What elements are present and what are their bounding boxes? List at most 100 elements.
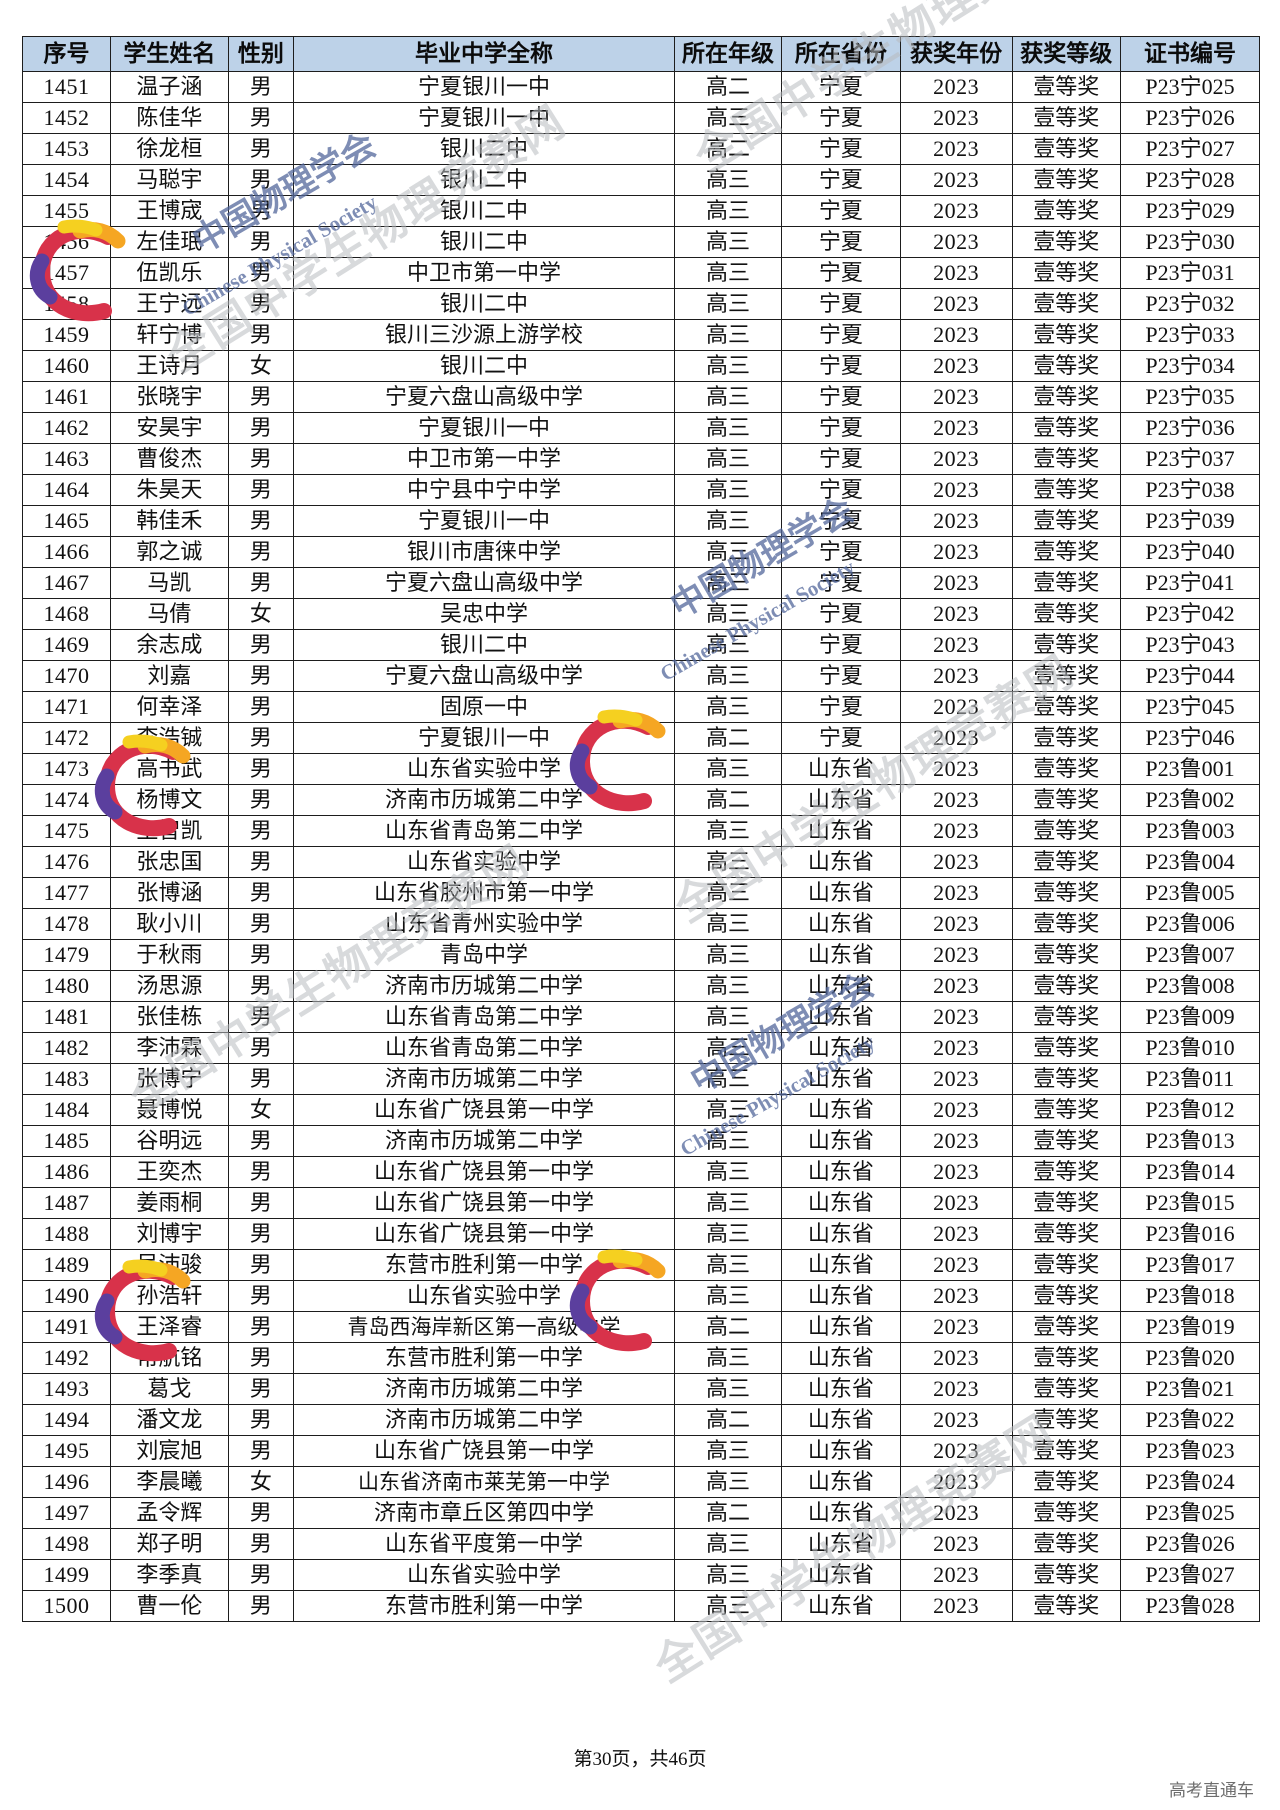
cell-grade: 高三	[673, 505, 783, 537]
cell-sequence: 1451	[21, 71, 112, 103]
cell-certificate: P23鲁028	[1119, 1590, 1261, 1622]
cell-student-name: 马倩	[110, 598, 229, 630]
table-row: 1453 徐龙桓男银川二中 高二 宁夏 2023 壹等奖 P23宁027	[21, 133, 1261, 165]
cell-gender: 男	[227, 412, 295, 444]
cell-award-level: 壹等奖	[1011, 722, 1121, 754]
cell-gender: 男	[227, 257, 295, 289]
cell-grade: 高三	[673, 536, 783, 568]
cell-grade: 高三	[673, 381, 783, 413]
cell-award-level: 壹等奖	[1011, 598, 1121, 630]
cell-sequence: 1452	[21, 102, 112, 134]
table-row: 1498 郑子明男山东省平度第一中学 高三 山东省 2023 壹等奖 P23鲁026	[21, 1528, 1261, 1560]
cell-sequence: 1461	[21, 381, 112, 413]
cell-grade: 高三	[673, 753, 783, 785]
table-body: 1451 温子涵男宁夏银川一中 高二 宁夏 2023 壹等奖 P23宁025 1452 陈佳华男…	[21, 71, 1261, 1622]
cell-grade: 高三	[673, 1032, 783, 1064]
table-row: 1470 刘嘉男宁夏六盘山高级中学 高三 宁夏 2023 壹等奖 P23宁044	[21, 660, 1261, 692]
cell-award-year: 2023	[899, 381, 1013, 413]
cell-award-year: 2023	[899, 1435, 1013, 1467]
cell-award-level: 壹等奖	[1011, 1559, 1121, 1591]
cell-certificate: P23鲁004	[1119, 846, 1261, 878]
cell-certificate: P23鲁002	[1119, 784, 1261, 816]
cell-school: 银川二中	[293, 629, 675, 661]
cell-student-name: 郑子明	[110, 1528, 229, 1560]
cell-sequence: 1460	[21, 350, 112, 382]
cell-grade: 高三	[673, 567, 783, 599]
cell-sequence: 1475	[21, 815, 112, 847]
cell-award-year: 2023	[899, 753, 1013, 785]
cell-student-name: 李浩铖	[110, 722, 229, 754]
table-row: 1486 王奕杰男山东省广饶县第一中学 高三 山东省 2023 壹等奖 P23鲁014	[21, 1156, 1261, 1188]
cell-student-name: 葛戈	[110, 1373, 229, 1405]
cell-student-name: 朱昊天	[110, 474, 229, 506]
cell-award-level: 壹等奖	[1011, 1218, 1121, 1250]
cell-province: 山东省	[781, 1032, 901, 1064]
cell-grade: 高三	[673, 1094, 783, 1126]
table-row: 1455 王博宬男银川二中 高三 宁夏 2023 壹等奖 P23宁029	[21, 195, 1261, 227]
cell-certificate: P23宁039	[1119, 505, 1261, 537]
cell-school: 山东省广饶县第一中学	[293, 1218, 675, 1250]
cell-province: 山东省	[781, 1125, 901, 1157]
cell-province: 山东省	[781, 1373, 901, 1405]
cell-gender: 男	[227, 753, 295, 785]
cell-award-year: 2023	[899, 288, 1013, 320]
cell-certificate: P23宁036	[1119, 412, 1261, 444]
cell-school: 中卫市第一中学	[293, 257, 675, 289]
cell-award-year: 2023	[899, 722, 1013, 754]
cell-grade: 高三	[673, 629, 783, 661]
cell-grade: 高三	[673, 1249, 783, 1281]
cell-province: 宁夏	[781, 412, 901, 444]
cell-sequence: 1474	[21, 784, 112, 816]
cell-gender: 女	[227, 598, 295, 630]
cell-gender: 男	[227, 1249, 295, 1281]
cell-school: 济南市历城第二中学	[293, 784, 675, 816]
cell-gender: 男	[227, 660, 295, 692]
cell-student-name: 姜雨桐	[110, 1187, 229, 1219]
table-row: 1458 王宁远男银川二中 高三 宁夏 2023 壹等奖 P23宁032	[21, 288, 1261, 320]
cell-award-level: 壹等奖	[1011, 350, 1121, 382]
cell-sequence: 1454	[21, 164, 112, 196]
cell-award-level: 壹等奖	[1011, 102, 1121, 134]
cell-student-name: 张佳栋	[110, 1001, 229, 1033]
cell-gender: 男	[227, 846, 295, 878]
cell-province: 山东省	[781, 1497, 901, 1529]
cell-sequence: 1496	[21, 1466, 112, 1498]
cell-province: 宁夏	[781, 474, 901, 506]
cell-certificate: P23鲁025	[1119, 1497, 1261, 1529]
cell-sequence: 1493	[21, 1373, 112, 1405]
table-row: 1451 温子涵男宁夏银川一中 高二 宁夏 2023 壹等奖 P23宁025	[21, 71, 1261, 103]
cell-award-level: 壹等奖	[1011, 753, 1121, 785]
cell-student-name: 聂博悦	[110, 1094, 229, 1126]
cell-gender: 男	[227, 1001, 295, 1033]
cell-grade: 高三	[673, 412, 783, 444]
table-row: 1473 高书武男山东省实验中学 高三 山东省 2023 壹等奖 P23鲁001	[21, 753, 1261, 785]
cell-province: 宁夏	[781, 71, 901, 103]
cell-gender: 男	[227, 629, 295, 661]
cell-grade: 高三	[673, 1590, 783, 1622]
table-row: 1487 姜雨桐男山东省广饶县第一中学 高三 山东省 2023 壹等奖 P23鲁015	[21, 1187, 1261, 1219]
cell-student-name: 王智凯	[110, 815, 229, 847]
cell-province: 山东省	[781, 846, 901, 878]
cell-student-name: 孙浩轩	[110, 1280, 229, 1312]
cell-award-level: 壹等奖	[1011, 1404, 1121, 1436]
cell-school: 山东省广饶县第一中学	[293, 1094, 675, 1126]
cell-award-level: 壹等奖	[1011, 908, 1121, 940]
cell-grade: 高三	[673, 195, 783, 227]
cell-gender: 男	[227, 164, 295, 196]
cell-grade: 高三	[673, 598, 783, 630]
cell-student-name: 王诗月	[110, 350, 229, 382]
cell-award-year: 2023	[899, 877, 1013, 909]
cell-gender: 男	[227, 195, 295, 227]
table-row: 1491 王泽睿男青岛西海岸新区第一高级中学 高二 山东省 2023 壹等奖 P23鲁019	[21, 1311, 1261, 1343]
cell-student-name: 吴沛骏	[110, 1249, 229, 1281]
cell-province: 山东省	[781, 1156, 901, 1188]
cell-award-level: 壹等奖	[1011, 1590, 1121, 1622]
cell-student-name: 左佳珉	[110, 226, 229, 258]
cell-award-level: 壹等奖	[1011, 1497, 1121, 1529]
cell-award-year: 2023	[899, 567, 1013, 599]
table-row: 1467 马凯男宁夏六盘山高级中学 高三 宁夏 2023 壹等奖 P23宁041	[21, 567, 1261, 599]
page-number-label: 第30页，共46页	[573, 1749, 707, 1770]
cell-student-name: 马凯	[110, 567, 229, 599]
cell-sequence: 1456	[21, 226, 112, 258]
table-row: 1478 耿小川男山东省青州实验中学 高三 山东省 2023 壹等奖 P23鲁006	[21, 908, 1261, 940]
